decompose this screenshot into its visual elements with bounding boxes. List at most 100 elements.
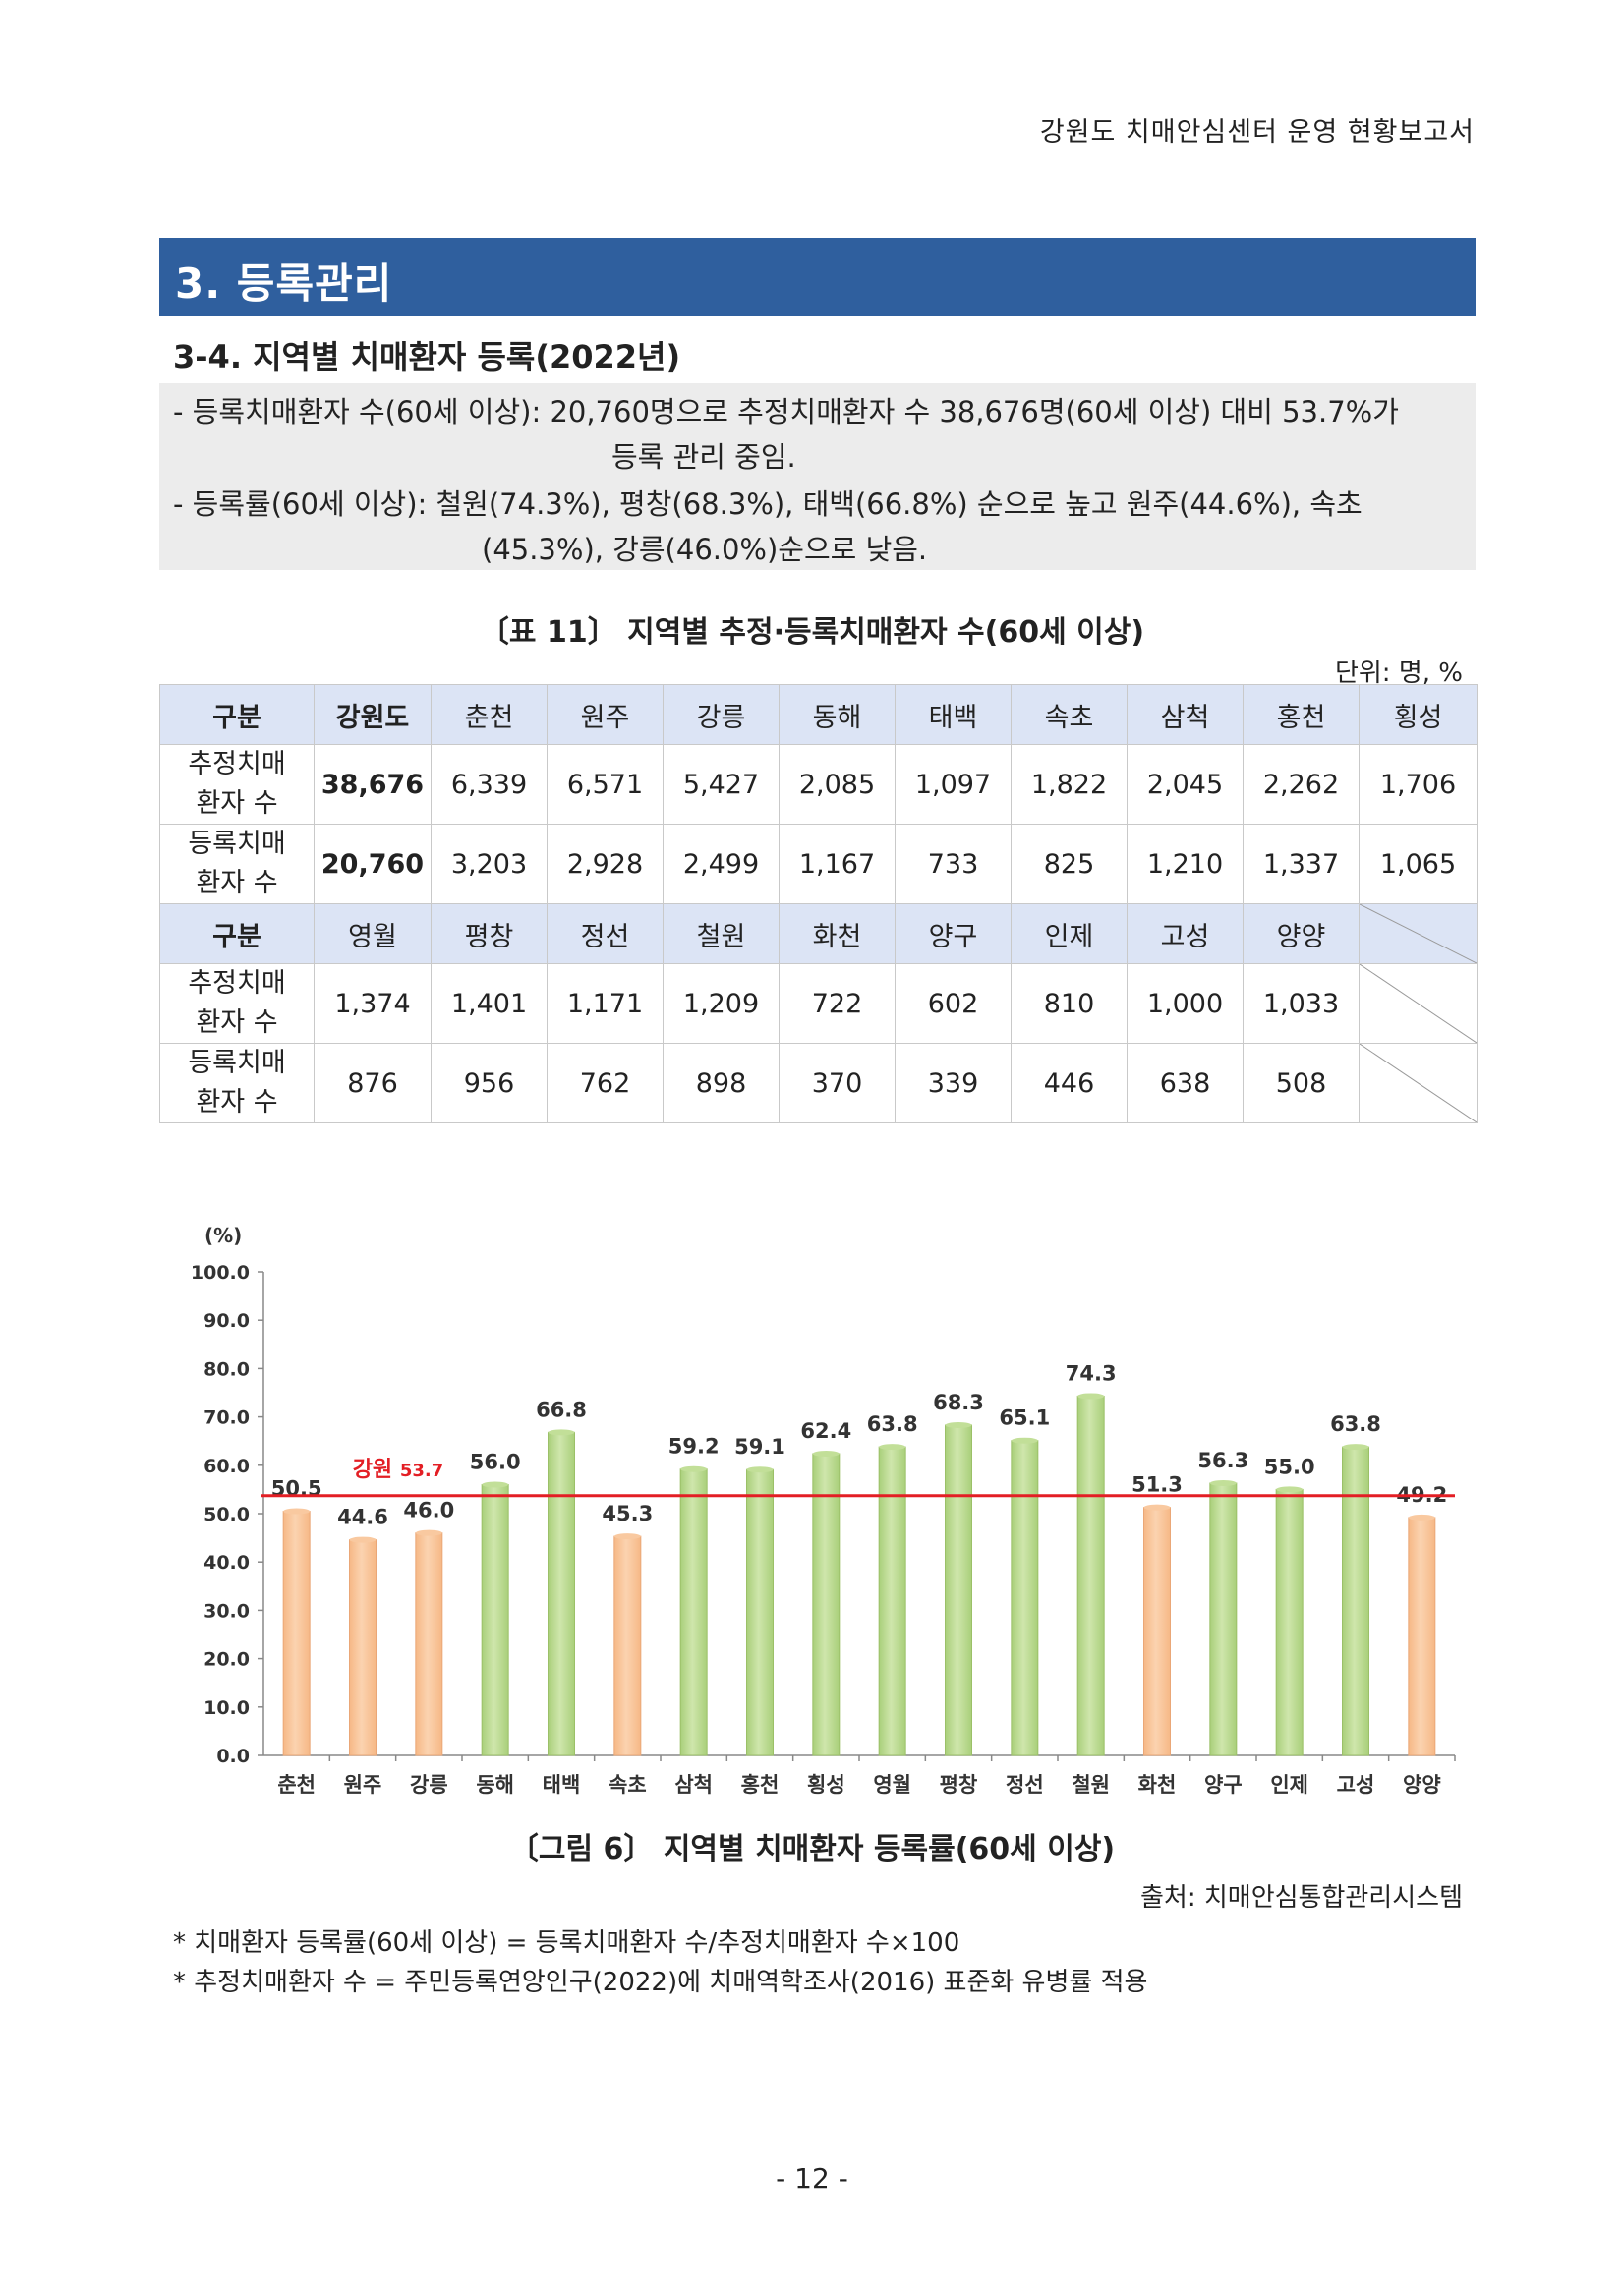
chart-bar — [415, 1532, 443, 1756]
row-label-line: 등록치매 — [188, 829, 286, 859]
chart-bar-top — [548, 1429, 575, 1436]
chart-bar-top — [482, 1481, 509, 1488]
data-label: 59.2 — [668, 1435, 720, 1459]
table-cell: 733 — [895, 824, 1012, 904]
region-header-cell: 평창 — [431, 903, 548, 964]
x-tick-label: 화천 — [1138, 1773, 1177, 1797]
chart-bar-top — [1011, 1437, 1038, 1444]
chart-bar — [1408, 1517, 1436, 1756]
y-tick-label: 50.0 — [203, 1504, 250, 1525]
x-tick-label: 강릉 — [410, 1773, 448, 1797]
table-cell: 1,209 — [663, 963, 780, 1044]
table-cell: 370 — [779, 1043, 896, 1123]
table-title: 〔표 11〕 지역별 추정·등록치매환자 수(60세 이상) — [479, 615, 1145, 650]
table-cell: 5,427 — [663, 744, 780, 825]
table-cell: 956 — [431, 1043, 548, 1123]
chart-bar-top — [613, 1533, 641, 1540]
chart-bar — [679, 1468, 708, 1756]
row-label-line: 등록치매 — [188, 1048, 286, 1078]
x-tick-label: 영월 — [873, 1773, 911, 1797]
table-cell: 1,097 — [895, 744, 1012, 825]
x-tick-label: 속초 — [609, 1773, 647, 1797]
region-header-cell: 고성 — [1127, 903, 1244, 964]
row-label-line: 환자 수 — [196, 788, 278, 819]
chart-bar-top — [746, 1466, 774, 1473]
table-header-row-2: 구분 영월 평창 정선 철원 화천 양구 인제 고성 양양 — [159, 903, 1478, 964]
data-label: 55.0 — [1264, 1455, 1315, 1478]
row-label-estimated: 추정치매 환자 수 — [159, 744, 315, 825]
table-cell: 1,167 — [779, 824, 896, 904]
table-cell: 6,339 — [431, 744, 548, 825]
chart-bar-top — [283, 1508, 311, 1515]
table-cell: 3,203 — [431, 824, 548, 904]
x-tick-label: 횡성 — [807, 1773, 845, 1797]
table-cell: 20,760 — [314, 824, 432, 904]
summary-box: - 등록치매환자 수(60세 이상): 20,760명으로 추정치매환자 수 3… — [159, 383, 1476, 570]
table-cell: 38,676 — [314, 744, 432, 825]
chart-bar-top — [349, 1536, 377, 1543]
y-tick-label: 70.0 — [203, 1407, 250, 1429]
x-tick-label: 원주 — [344, 1773, 382, 1797]
row-label-line: 추정치매 — [188, 968, 286, 999]
region-header-cell: 인제 — [1011, 903, 1128, 964]
chart-bar — [613, 1535, 642, 1756]
table-cell: 876 — [314, 1043, 432, 1123]
chart-bar — [548, 1431, 575, 1756]
data-label: 46.0 — [403, 1499, 454, 1522]
chart-bar — [945, 1424, 972, 1756]
data-label: 51.3 — [1131, 1473, 1183, 1497]
table-cell: 508 — [1243, 1043, 1360, 1123]
row-label-line: 환자 수 — [196, 1087, 278, 1118]
data-label: 63.8 — [1330, 1412, 1381, 1436]
x-tick-label: 삼척 — [674, 1773, 713, 1797]
x-tick-label: 평창 — [940, 1773, 978, 1797]
table-cell: 2,085 — [779, 744, 896, 825]
table-cell: 6,571 — [547, 744, 664, 825]
table-cell: 339 — [895, 1043, 1012, 1123]
chart-bar — [1209, 1482, 1238, 1756]
data-label: 74.3 — [1066, 1361, 1117, 1385]
chart-bar-top — [945, 1421, 972, 1428]
region-header-cell: 영월 — [314, 903, 432, 964]
data-label: 65.1 — [999, 1406, 1050, 1430]
chart-bar-top — [1342, 1444, 1369, 1451]
chart-bar — [746, 1468, 774, 1756]
table-cell: 2,045 — [1127, 744, 1244, 825]
chart-bar — [481, 1483, 509, 1756]
registration-rate-chart: (%) 0.0 10.0 20.0 30.0 40.0 50.0 60.0 70.0 80.0 90… — [191, 1224, 1456, 1797]
x-tick-label: 고성 — [1337, 1773, 1375, 1797]
region-header-cell: 동해 — [779, 684, 896, 745]
table-cell: 2,262 — [1243, 744, 1360, 825]
empty-diagonal-cell — [1359, 963, 1478, 1044]
figure-source: 출처: 치매안심통합관리시스템 — [1140, 1883, 1463, 1913]
empty-diagonal-cell — [1359, 1043, 1478, 1123]
row-label-line: 환자 수 — [196, 868, 278, 898]
region-header-cell: 원주 — [547, 684, 664, 745]
table-cell: 898 — [663, 1043, 780, 1123]
x-tick-label: 양양 — [1403, 1773, 1441, 1797]
footnote: * 치매환자 등록률(60세 이상) = 등록치매환자 수/추정치매환자 수×1… — [173, 1928, 960, 1958]
chart-bar-top — [1143, 1504, 1171, 1511]
region-header-cell: 정선 — [547, 903, 664, 964]
table-cell: 1,210 — [1127, 824, 1244, 904]
chart-bar — [1143, 1507, 1171, 1756]
chart-bar — [282, 1511, 311, 1756]
table-cell: 1,401 — [431, 963, 548, 1044]
data-label: 62.4 — [800, 1419, 851, 1443]
y-tick-label: 0.0 — [216, 1746, 250, 1767]
chart-bar — [878, 1446, 906, 1756]
table-cell: 638 — [1127, 1043, 1244, 1123]
region-header-cell: 강릉 — [663, 684, 780, 745]
chart-bar — [1076, 1395, 1105, 1756]
section-title-bar: 3. 등록관리 — [159, 238, 1476, 316]
y-tick-label: 30.0 — [203, 1600, 250, 1622]
y-axis-unit-label: (%) — [204, 1224, 242, 1247]
chart-bar-top — [680, 1465, 708, 1472]
x-tick-label: 양구 — [1204, 1773, 1243, 1797]
region-header-cell: 횡성 — [1359, 684, 1478, 745]
table-cell: 722 — [779, 963, 896, 1044]
table-header-row-1: 구분 강원도 춘천 원주 강릉 동해 태백 속초 삼척 홍천 횡성 — [159, 684, 1478, 745]
table-cell: 602 — [895, 963, 1012, 1044]
x-tick-label: 태백 — [543, 1773, 581, 1797]
table-cell: 1,337 — [1243, 824, 1360, 904]
